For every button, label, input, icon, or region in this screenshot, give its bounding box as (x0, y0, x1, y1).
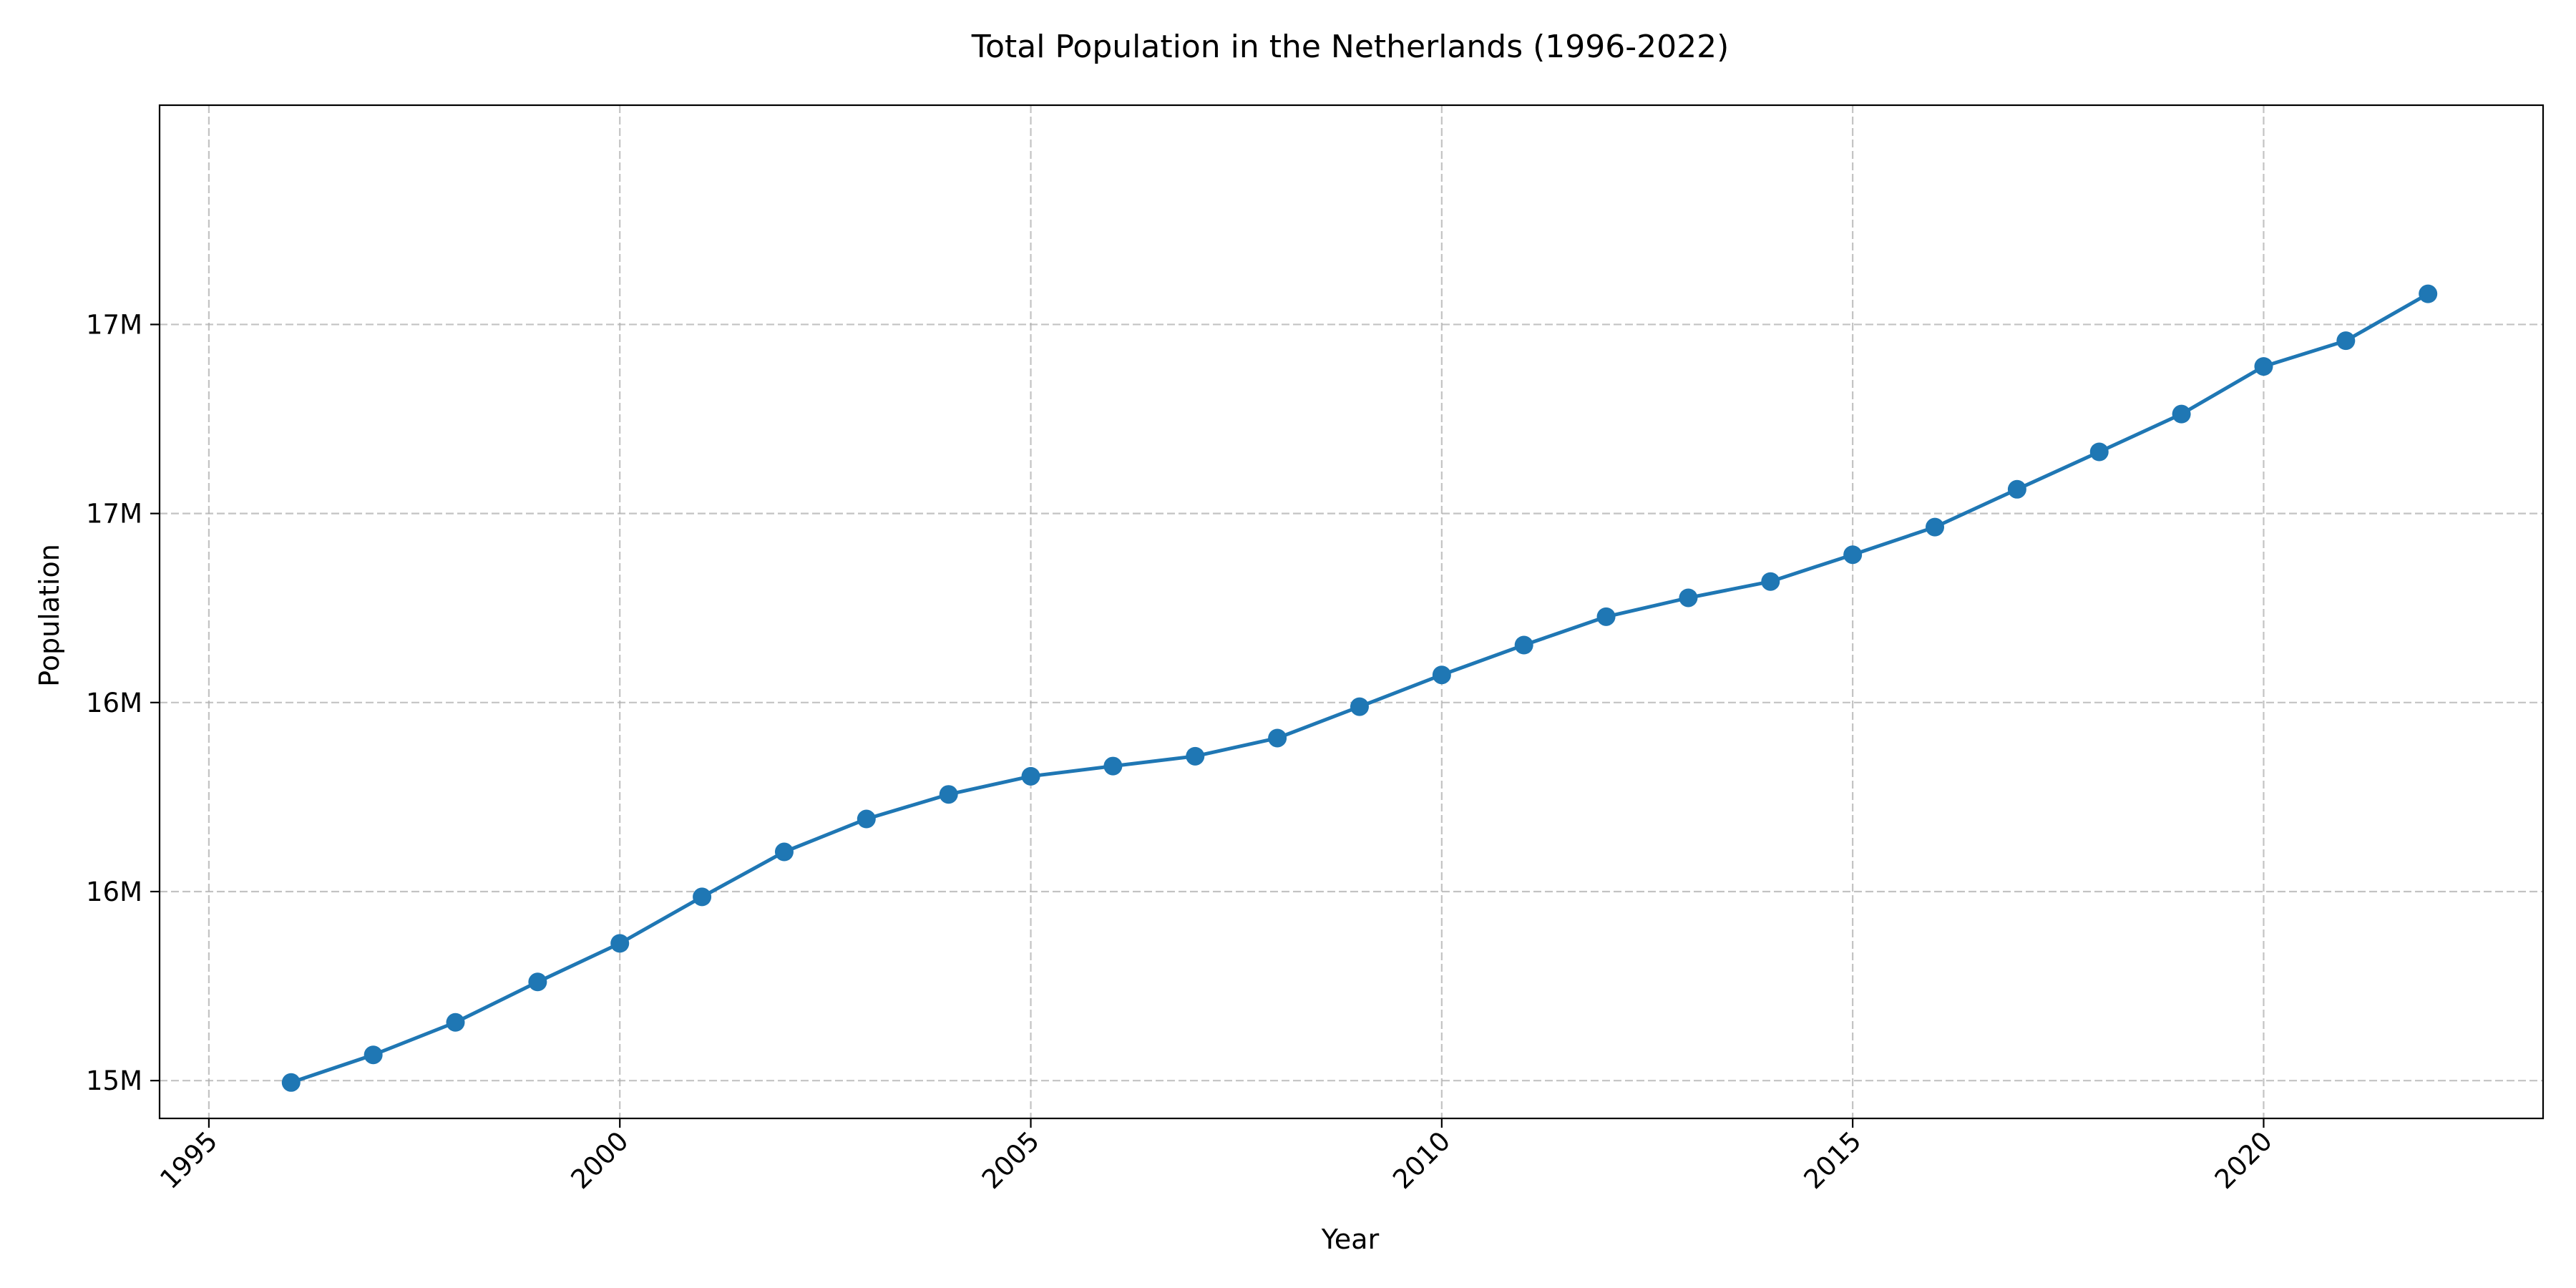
data-point (610, 934, 630, 953)
data-point (2089, 442, 2109, 462)
data-point (1350, 697, 1369, 716)
x-tick-label: 2020 (2209, 1126, 2278, 1195)
x-tick-label: 2010 (1387, 1126, 1456, 1195)
data-point (1679, 588, 1698, 608)
x-axis-label: Year (1321, 1224, 1380, 1255)
data-point (774, 842, 794, 862)
data-point (693, 887, 712, 907)
x-tick-label: 1995 (154, 1126, 223, 1195)
y-tick-label: 16M (86, 688, 142, 718)
data-point (1186, 746, 1205, 766)
data-point (2254, 357, 2273, 376)
y-tick-label: 15M (86, 1065, 142, 1096)
data-point (281, 1073, 301, 1092)
data-point (1596, 607, 1616, 626)
data-point (1514, 635, 1533, 655)
data-point (1432, 665, 1451, 685)
series-line (291, 292, 2429, 1085)
data-point (1926, 517, 1945, 537)
y-axis-label: Population (34, 544, 65, 687)
data-point (1843, 545, 1863, 565)
y-tick-label: 17M (86, 309, 142, 340)
data-point (528, 972, 547, 992)
x-tick-label: 2005 (976, 1126, 1045, 1195)
y-tick-label: 16M (86, 877, 142, 907)
data-point (939, 785, 958, 804)
data-point (2336, 331, 2356, 351)
data-point (857, 809, 876, 829)
data-point (364, 1045, 383, 1065)
plot-area-frame (158, 104, 2545, 1120)
ticks-layer: 1995 2000 2005 2010 2015 2020 15M 16M 16M 17M 17M (86, 309, 2278, 1195)
data-point (2419, 284, 2438, 303)
y-tick-label: 17M (86, 499, 142, 530)
data-point (1761, 572, 1780, 591)
data-point (1021, 766, 1040, 786)
data-point (2172, 404, 2191, 424)
x-tick-label: 2015 (1798, 1126, 1868, 1195)
series-layer (281, 284, 2438, 1092)
x-tick-label: 2000 (565, 1126, 635, 1195)
grid-layer (160, 105, 2543, 1118)
data-point (446, 1013, 465, 1032)
chart-title: Total Population in the Netherlands (199… (971, 29, 1729, 65)
data-point (1103, 756, 1123, 776)
data-point (2007, 479, 2026, 499)
data-point (1268, 728, 1287, 748)
